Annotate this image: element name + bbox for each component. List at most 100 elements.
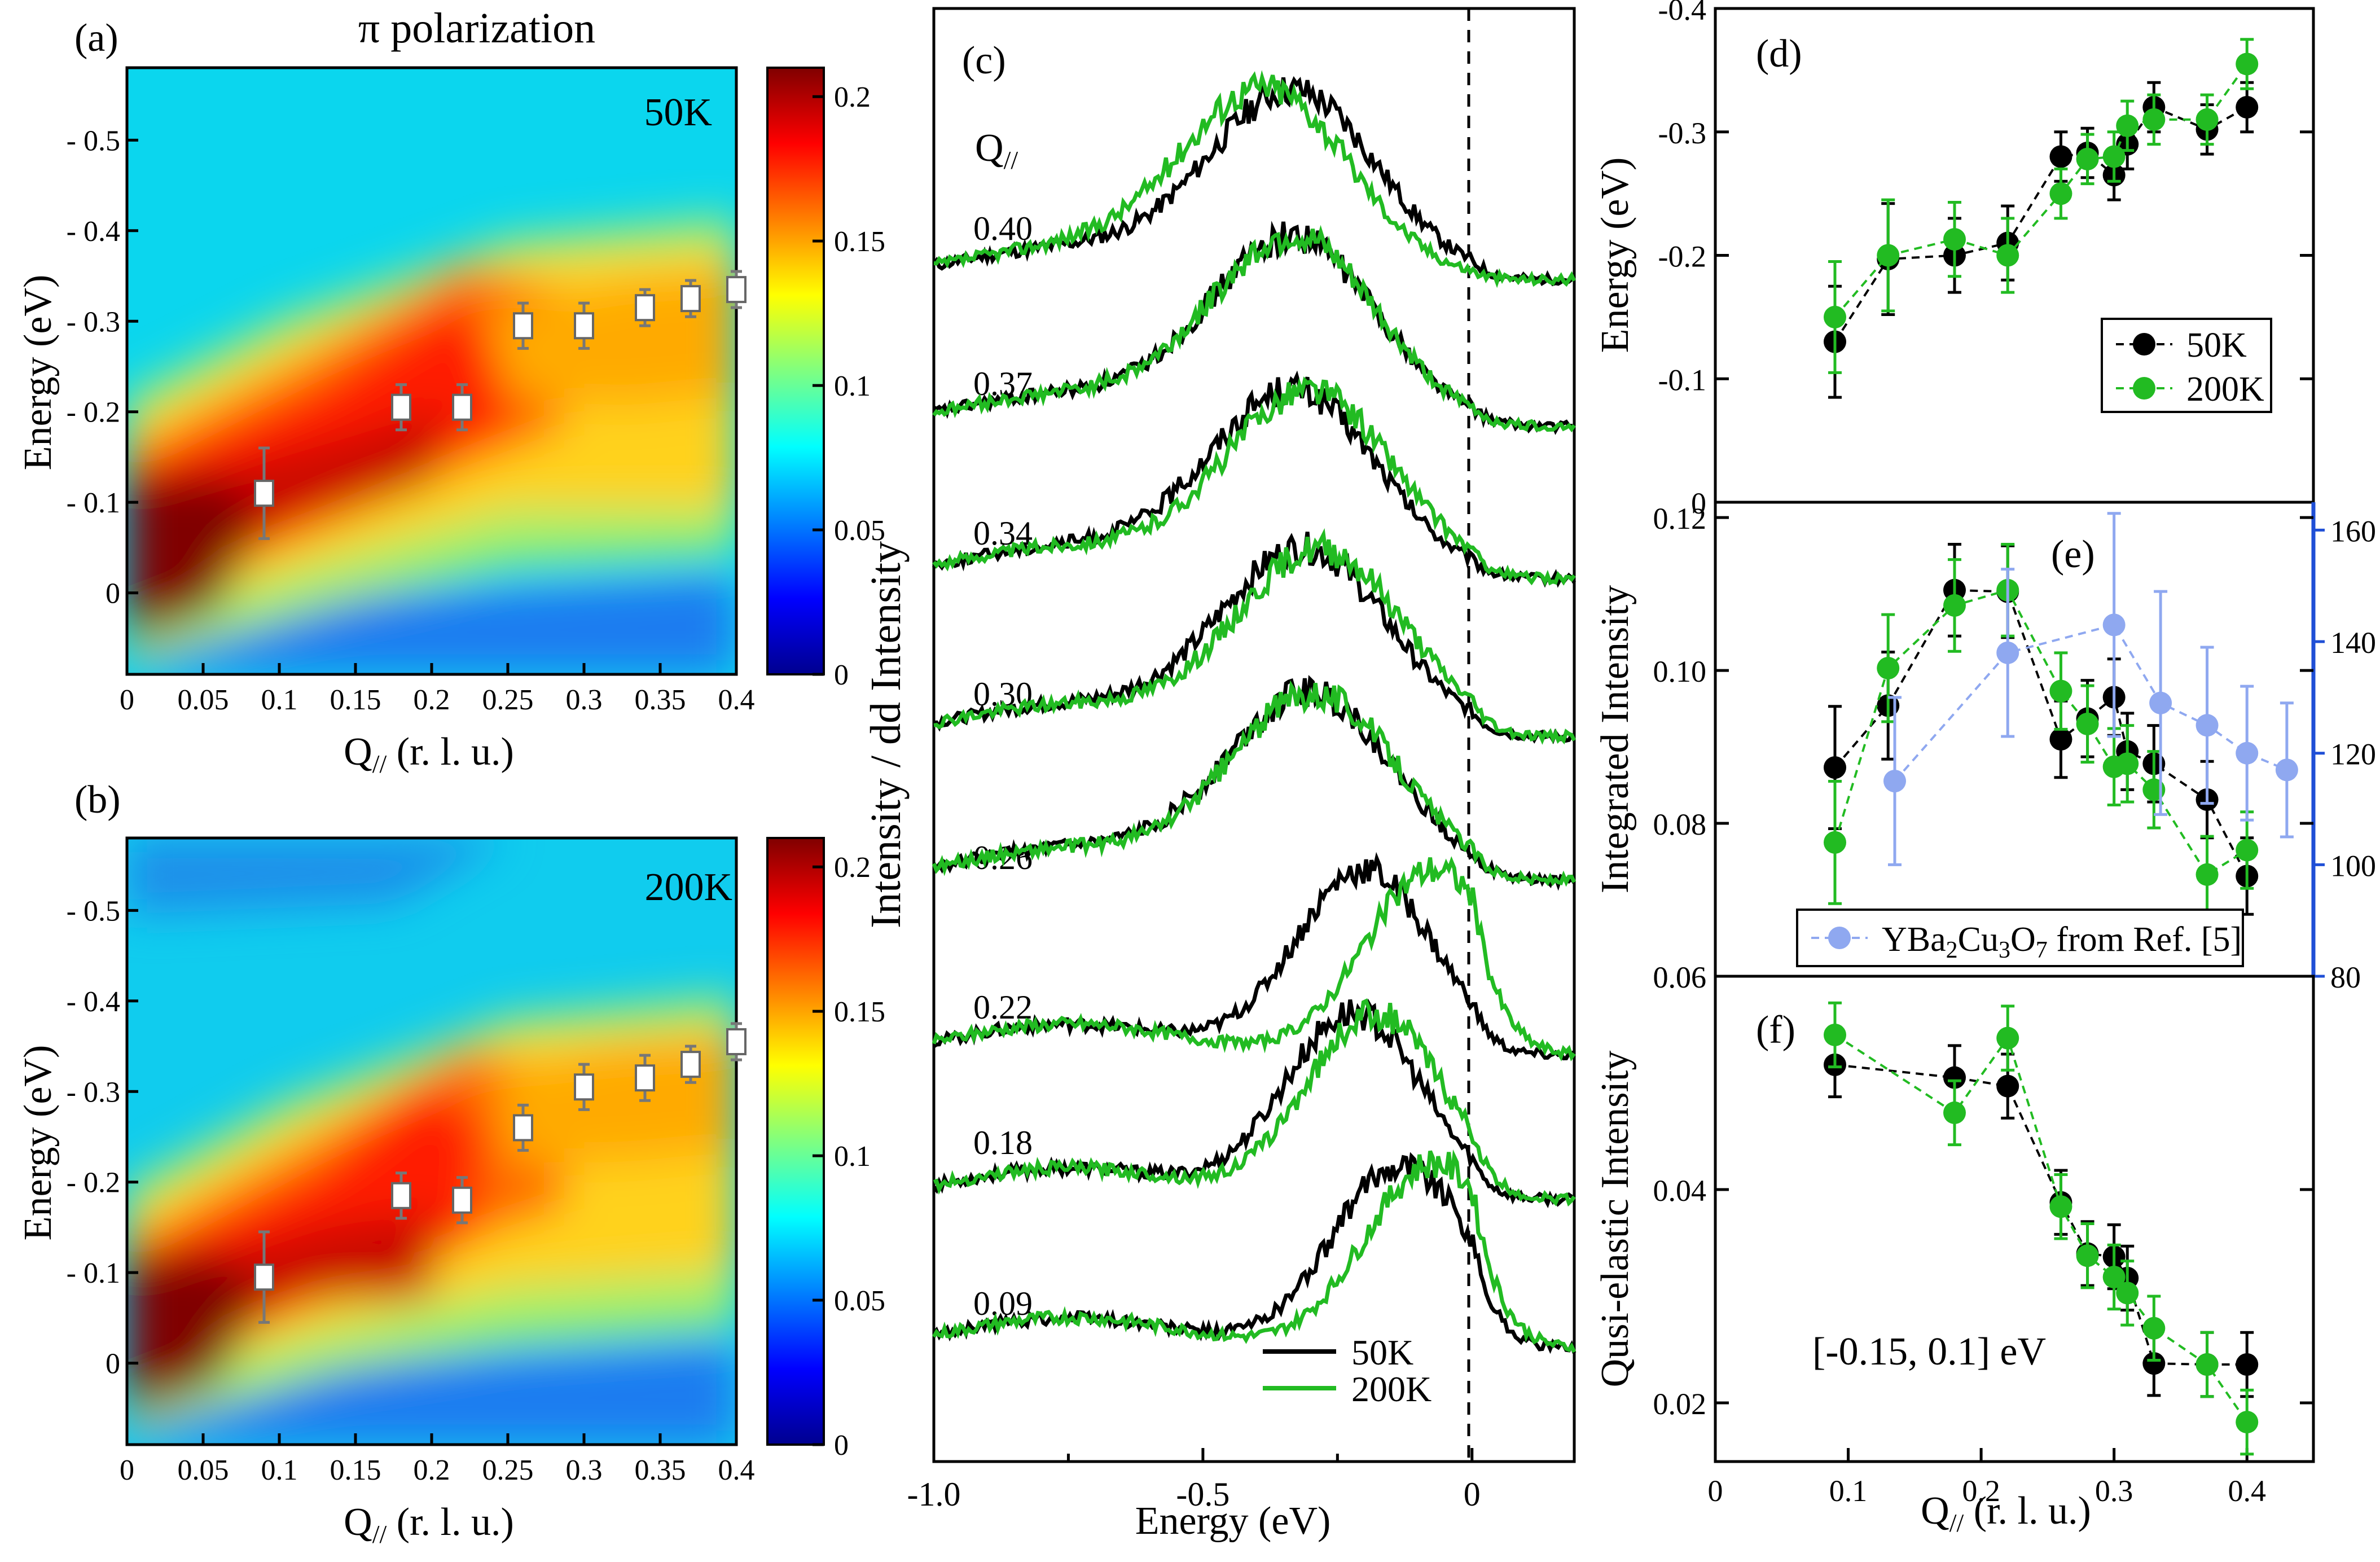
legend-c-200k-label: 200K	[1351, 1369, 1431, 1409]
energy-marker	[513, 1114, 533, 1142]
plot-area-c	[932, 7, 1576, 1463]
data-d	[1824, 38, 2259, 399]
x-tick-label: 0.35	[635, 1454, 686, 1486]
y-tick-label: -0.4	[1658, 0, 1706, 27]
y-tick-label: - 0.1	[67, 487, 120, 519]
y-tick-label: - 0.1	[67, 1257, 120, 1289]
y-tick-label: 0	[106, 578, 120, 610]
plot-area-e	[1714, 501, 2315, 978]
panel-d-label: (d)	[1756, 32, 1802, 76]
spectrum-200k	[932, 225, 1576, 433]
xlabel-a: Q// (r. l. u.)	[344, 730, 514, 778]
spectrum-50k	[932, 998, 1576, 1209]
y-tick-label: 0.08	[1653, 808, 1707, 841]
plot-area-f	[1714, 975, 2315, 1463]
x-tick-label: 0.15	[330, 684, 381, 716]
data-point	[2116, 114, 2139, 137]
x-tick-label: 0.4	[718, 684, 755, 716]
series-line	[1834, 63, 2248, 318]
y-tick-label: 0.06	[1653, 960, 1707, 994]
legend-d-50k-label: 50K	[2186, 326, 2247, 365]
y-axis-b: - 0.5 - 0.4 - 0.3 - 0.2 - 0.1 0	[67, 895, 138, 1380]
heatmap-b-image	[127, 838, 736, 1445]
spectrum-200k	[932, 1149, 1577, 1353]
data-point	[2116, 752, 2139, 775]
spectrum-50k	[933, 852, 1575, 1060]
x-axis-a: 0 0.05 0.1 0.15 0.2 0.25 0.3 0.35 0.4	[120, 663, 755, 716]
y-tick-label: 0.06	[1653, 960, 1707, 994]
legend-d: 50K 200K	[2101, 318, 2272, 413]
x-tick-label: 0.15	[330, 1454, 381, 1486]
colorbar-b-axis: 0 0.05 0.1 0.15 0.2	[813, 852, 885, 1462]
y-tick-label: -0.3	[1658, 116, 1706, 150]
series-line	[1834, 589, 2248, 876]
x-tick-label: -1.0	[907, 1476, 961, 1513]
y-axis-f: 0.02 0.04 0.06	[1653, 960, 2313, 1421]
legend-e: YBa2Cu3O7 from Ref. [5]	[1796, 909, 2244, 967]
x-axis-c: -1.0 -0.5 0	[907, 1448, 1481, 1513]
ylabel-b: Energy (eV)	[16, 1045, 60, 1241]
x-axis-f: 0 0.1 0.2 0.3 0.4	[1708, 1448, 2266, 1508]
energy-markers-a	[254, 270, 747, 540]
data-point	[1996, 244, 2019, 267]
y-tick-label: - 0.3	[67, 1076, 120, 1108]
y-axis-a: - 0.5 - 0.4 - 0.3 - 0.2 - 0.1 0	[67, 125, 138, 610]
data-point	[2076, 712, 2099, 735]
data-point	[2049, 679, 2072, 703]
energy-marker	[452, 393, 472, 421]
panel-f: (f) 0.02 0.04 0.06 0 0.1 0.2 0.3 0.4 [-0.15, 0…	[1593, 960, 2315, 1537]
ylabel-e: Integrated Intensity	[1593, 585, 1637, 893]
energy-marker	[391, 393, 411, 421]
data-point	[1996, 641, 2019, 664]
y-tick-label: 0.12	[1653, 502, 1707, 536]
data-point	[2275, 758, 2298, 782]
data-point	[1824, 1023, 1846, 1046]
data-point	[2195, 714, 2219, 737]
spectrum-200k	[933, 70, 1577, 288]
q-value-label: 0.40	[973, 210, 1033, 247]
x-axis-b: 0 0.05 0.1 0.15 0.2 0.25 0.3 0.35 0.4	[120, 1433, 755, 1486]
colorbar-tick-label: 0.2	[834, 852, 871, 884]
data-point	[1824, 831, 1846, 854]
energy-marker	[680, 1051, 701, 1078]
legend-c-50k-label: 50K	[1351, 1332, 1413, 1372]
y2-tick-label: 160	[2330, 514, 2376, 548]
data-point	[2236, 1411, 2259, 1434]
colorbar-a-axis: 0 0.05 0.1 0.15 0.2	[813, 81, 885, 691]
x-tick-label: 0.05	[178, 1454, 229, 1486]
x-tick-label: 0.35	[635, 684, 686, 716]
y2-tick-label: 140	[2330, 626, 2376, 660]
ylabel-f: Qusi-elastic Intensity	[1593, 1051, 1637, 1388]
energy-marker	[254, 480, 274, 507]
y-tick-label: - 0.5	[67, 125, 120, 157]
data-point	[2102, 145, 2126, 168]
y-tick-label: - 0.4	[67, 986, 120, 1018]
panel-e-label: (e)	[2051, 533, 2095, 576]
y-tick-label: 0.10	[1653, 655, 1707, 688]
ylabel-a: Energy (eV)	[16, 275, 60, 471]
data-point	[1877, 657, 1900, 679]
colorbar-tick-label: 0.1	[834, 370, 871, 402]
data-point	[2102, 613, 2126, 637]
colorbar-a	[766, 67, 825, 675]
x-tick-label: 0.4	[718, 1454, 755, 1486]
energy-marker	[513, 312, 533, 340]
panel-e: (e) 0.06 0.08 0.10 0.12 80 100 120 140 160 Inte…	[1593, 501, 2376, 994]
series-line	[1834, 1034, 2248, 1423]
colorbar-tick-label: 0	[834, 1429, 849, 1462]
energy-marker	[254, 1263, 274, 1291]
data-point	[2049, 145, 2072, 168]
y2-tick-label: 100	[2330, 849, 2376, 883]
energy-marker	[635, 1064, 655, 1092]
data-f	[1824, 1001, 2259, 1456]
legend-e-ref-label: YBa2Cu3O7 from Ref. [5]	[1882, 920, 2242, 963]
data-point	[2076, 147, 2099, 170]
y-tick-label: - 0.5	[67, 895, 120, 927]
data-point	[2142, 1352, 2166, 1375]
panel-b-label: (b)	[74, 778, 121, 822]
legend-d-200k-marker	[2133, 377, 2155, 400]
temp-label-a: 50K	[644, 91, 712, 134]
y-tick-label: - 0.3	[67, 306, 120, 338]
y2-axis-e: 80 100 120 140 160	[2313, 514, 2376, 994]
